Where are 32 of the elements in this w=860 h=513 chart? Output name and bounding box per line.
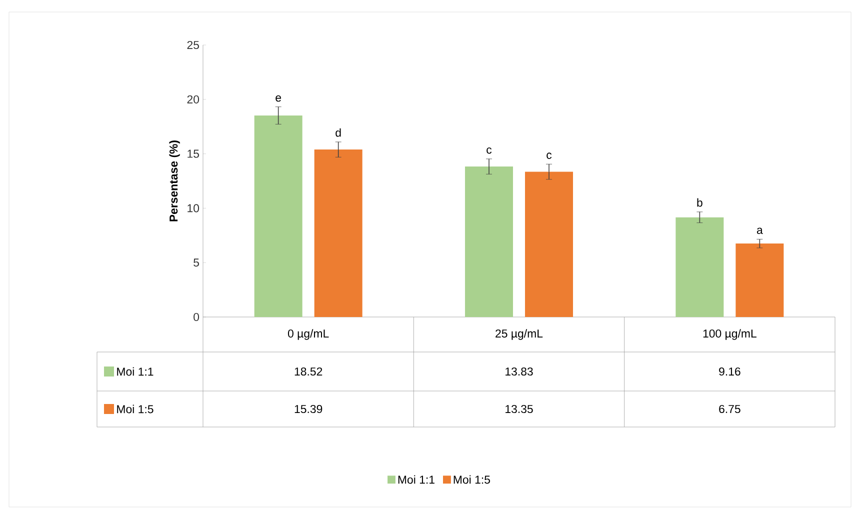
bar: [314, 150, 362, 317]
bar: [525, 172, 574, 317]
annotation: c: [486, 147, 492, 154]
data-label: 9.16: [719, 367, 740, 376]
data-label: 6.75: [719, 404, 740, 414]
y-tick-label: 20: [187, 95, 200, 104]
text: Moi 1:1: [398, 475, 434, 484]
y-tick-label: 10: [188, 204, 200, 212]
bar: [465, 166, 514, 317]
legend-label: Moi 1:5: [454, 475, 490, 484]
data-label: 15.39: [294, 404, 322, 414]
x-tick-label: 100 µg/mL: [703, 329, 756, 340]
y-tick-label: 5: [194, 258, 199, 267]
bar: [676, 217, 724, 317]
data-label: 18.52: [294, 367, 322, 376]
bar: [736, 244, 784, 317]
x-tick-label: 25 µg/mL: [496, 329, 543, 340]
y-axis-title: Persentase (%): [169, 140, 180, 222]
legend-label: Moi 1:1: [117, 367, 154, 376]
annotation: c: [546, 152, 552, 159]
y-tick-label: 15: [188, 150, 199, 158]
annotation: b: [697, 198, 702, 207]
bar: [254, 116, 302, 317]
y-tick-label: 25: [187, 40, 199, 50]
data-label: 13.83: [506, 367, 533, 376]
annotation: a: [756, 228, 763, 234]
data-label: 13.35: [506, 404, 533, 414]
annotation: d: [336, 128, 341, 137]
annotation: e: [276, 95, 282, 102]
text: Moi 1:5: [117, 404, 154, 414]
y-tick-label: 0: [194, 312, 200, 322]
x-tick-label: 0 µg/mL: [288, 329, 329, 340]
